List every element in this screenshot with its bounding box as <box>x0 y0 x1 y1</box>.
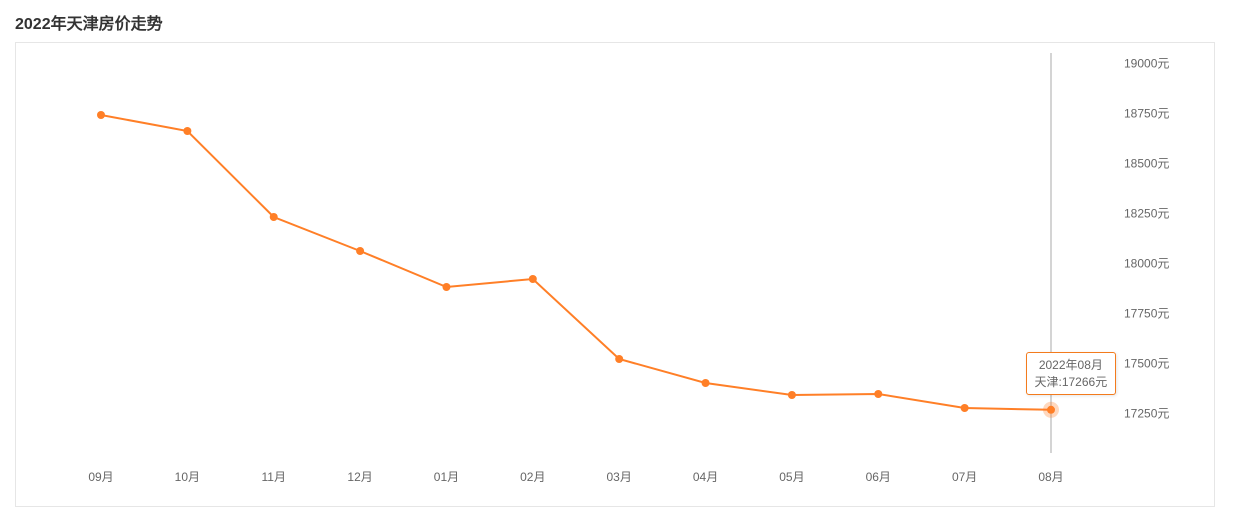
x-tick-label: 07月 <box>952 468 977 485</box>
x-tick-label: 01月 <box>434 468 459 485</box>
plot-area[interactable] <box>46 53 1106 453</box>
series-point[interactable] <box>183 127 191 135</box>
x-tick-label: 11月 <box>261 468 285 485</box>
y-tick-label: 18750元 <box>1124 105 1169 122</box>
series-line[interactable] <box>101 115 1051 410</box>
y-axis-labels: 17250元 17500元 17750元 18000元 18250元 18500元 1875… <box>1124 53 1184 453</box>
y-tick-label: 18500元 <box>1124 155 1169 172</box>
series-point[interactable] <box>529 275 537 283</box>
x-tick-label: 05月 <box>779 468 804 485</box>
series-point[interactable] <box>874 390 882 398</box>
series-point[interactable] <box>1047 406 1055 414</box>
series-point[interactable] <box>961 404 969 412</box>
chart-title: 2022年天津房价走势 <box>15 10 1218 34</box>
y-tick-label: 17500元 <box>1124 355 1169 372</box>
x-tick-label: 03月 <box>606 468 631 485</box>
series-point[interactable] <box>97 111 105 119</box>
series-point[interactable] <box>702 379 710 387</box>
x-tick-label: 09月 <box>88 468 113 485</box>
x-tick-label: 10月 <box>175 468 200 485</box>
tooltip-value: 天津:17266元 <box>1035 374 1108 391</box>
x-tick-label: 12月 <box>347 468 372 485</box>
series-point[interactable] <box>442 283 450 291</box>
y-tick-label: 17750元 <box>1124 305 1169 322</box>
tooltip: 2022年08月 天津:17266元 <box>1026 352 1117 396</box>
x-axis-labels: 09月 10月 11月 12月 01月 02月 03月 04月 05月 06月 07月 08月 <box>46 468 1106 488</box>
series-point[interactable] <box>788 391 796 399</box>
x-tick-label: 04月 <box>693 468 718 485</box>
series-point[interactable] <box>615 355 623 363</box>
series-point[interactable] <box>356 247 364 255</box>
series-point[interactable] <box>270 213 278 221</box>
y-tick-label: 18000元 <box>1124 255 1169 272</box>
x-tick-label: 02月 <box>520 468 545 485</box>
x-tick-label: 06月 <box>866 468 891 485</box>
chart-container: 17250元 17500元 17750元 18000元 18250元 18500元 1875… <box>15 42 1215 507</box>
tooltip-title: 2022年08月 <box>1035 357 1108 374</box>
y-tick-label: 19000元 <box>1124 55 1169 72</box>
y-tick-label: 18250元 <box>1124 205 1169 222</box>
x-tick-label: 08月 <box>1038 468 1063 485</box>
y-tick-label: 17250元 <box>1124 405 1169 422</box>
